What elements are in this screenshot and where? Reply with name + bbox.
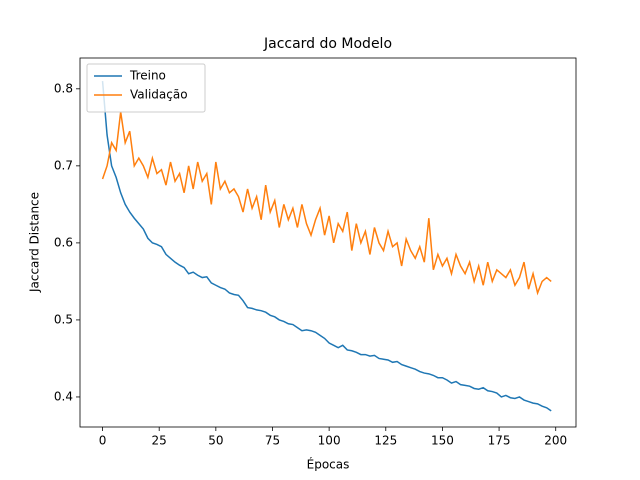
legend-label: Treino bbox=[129, 69, 166, 83]
y-tick-label: 0.7 bbox=[54, 158, 73, 172]
y-tick-label: 0.5 bbox=[54, 312, 73, 326]
x-tick-label: 125 bbox=[374, 434, 397, 448]
x-tick-label: 75 bbox=[265, 434, 280, 448]
x-tick-label: 25 bbox=[152, 434, 167, 448]
chart-title: Jaccard do Modelo bbox=[263, 36, 392, 52]
x-tick-label: 175 bbox=[488, 434, 511, 448]
plot-frame bbox=[79, 57, 577, 428]
x-axis-label: Épocas bbox=[307, 457, 350, 472]
y-axis-label: Jaccard Distance bbox=[28, 192, 42, 293]
series-line bbox=[101, 111, 552, 296]
y-tick-label: 0.4 bbox=[54, 389, 73, 403]
series-line bbox=[101, 81, 552, 412]
y-tick-label: 0.8 bbox=[54, 81, 73, 95]
x-tick-label: 200 bbox=[544, 434, 567, 448]
y-tick-label: 0.6 bbox=[54, 235, 73, 249]
x-tick-label: 100 bbox=[318, 434, 341, 448]
legend-label: Validação bbox=[130, 88, 188, 102]
x-tick-label: 0 bbox=[99, 434, 107, 448]
x-tick-label: 150 bbox=[431, 434, 454, 448]
x-tick-label: 50 bbox=[208, 434, 223, 448]
